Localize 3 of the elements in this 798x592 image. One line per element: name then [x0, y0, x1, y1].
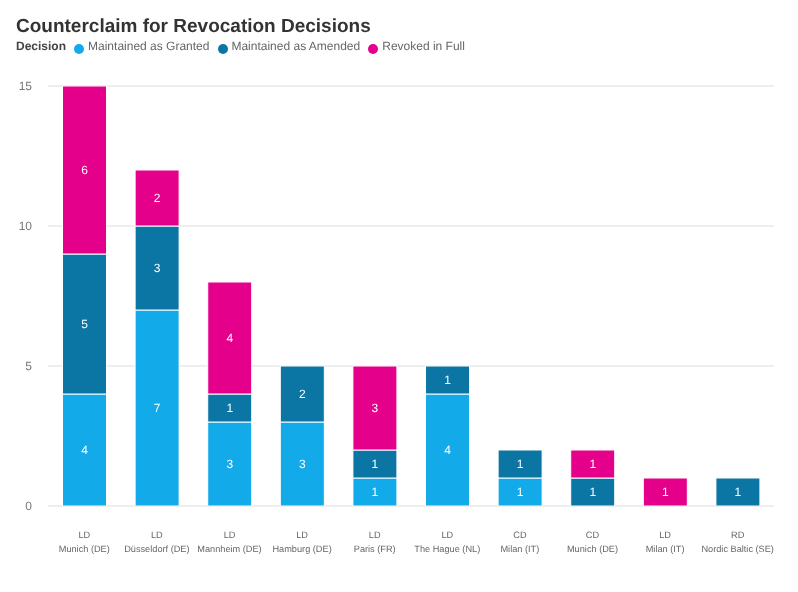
- bar: [642, 477, 688, 506]
- bar: [715, 477, 761, 506]
- chart-title: Counterclaim for Revocation Decisions: [16, 16, 373, 41]
